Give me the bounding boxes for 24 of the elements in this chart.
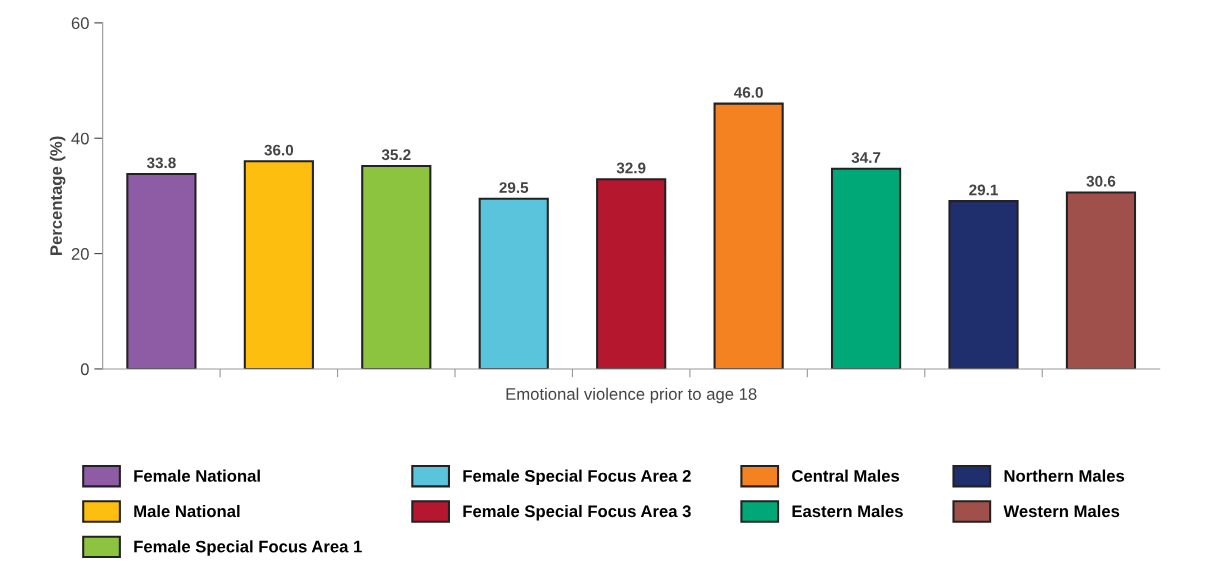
data-label: 30.6 [1086, 175, 1116, 187]
legend-label: Eastern Males [792, 504, 903, 518]
legend-label: Central Males [792, 469, 900, 482]
data-label: 34.7 [851, 152, 881, 164]
y-tick-label: 20 [71, 247, 89, 260]
data-label: 33.8 [146, 157, 176, 169]
legend-label: Female National [134, 469, 260, 482]
data-label: 32.9 [616, 162, 646, 174]
y-tick-label: 0 [80, 363, 89, 376]
x-axis-title: Emotional violence prior to age 18 [506, 387, 757, 404]
legend-label: Male National [134, 504, 240, 518]
data-label: 35.2 [381, 149, 411, 161]
legend-label: Female Special Focus Area 3 [463, 504, 691, 521]
legend-label: Northern Males [1004, 469, 1125, 482]
data-label: 36.0 [264, 144, 294, 156]
y-axis-title: Percentage (%) [49, 136, 66, 255]
legend-label: Western Males [1003, 504, 1120, 518]
legend-label: Female Special Focus Area 1 [134, 540, 362, 556]
y-tick-label: 60 [71, 17, 89, 30]
legend-label: Female Special Focus Area 2 [463, 469, 691, 486]
y-tick-label: 40 [71, 132, 89, 145]
data-label: 46.0 [733, 87, 763, 98]
data-label: 29.5 [499, 182, 529, 193]
data-label: 29.1 [969, 184, 998, 196]
